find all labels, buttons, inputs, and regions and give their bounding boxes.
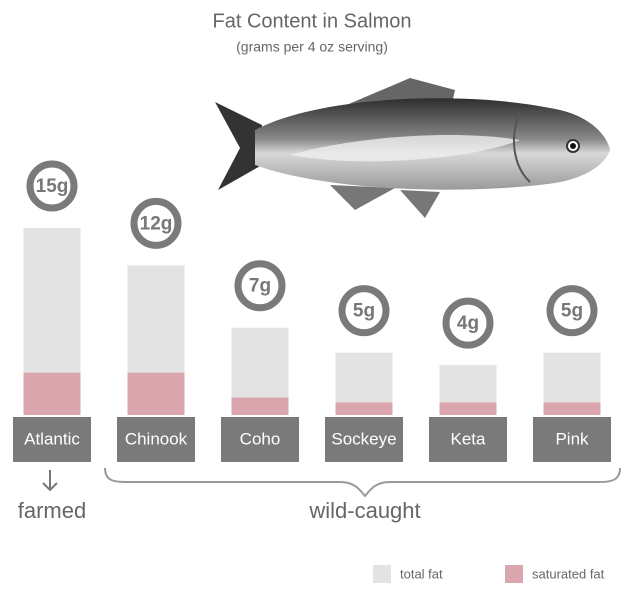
legend-label: saturated fat — [532, 566, 605, 581]
value-badge — [546, 285, 598, 337]
x-tick-label: Keta — [451, 429, 487, 448]
value-label: 7g — [249, 276, 271, 297]
category-box — [325, 417, 403, 462]
value-badge — [338, 285, 390, 337]
value-label: 15g — [36, 176, 69, 197]
legend-swatch — [373, 565, 391, 583]
x-tick-label: Chinook — [125, 429, 188, 448]
x-tick-label: Sockeye — [331, 429, 396, 448]
x-tick-label: Coho — [240, 429, 281, 448]
value-label: 5g — [561, 301, 583, 322]
x-tick-label: Atlantic — [24, 429, 80, 448]
legend-swatch — [505, 565, 523, 583]
category-box — [533, 417, 611, 462]
category-box — [117, 417, 195, 462]
value-badge — [130, 197, 182, 249]
bar — [231, 397, 289, 415]
group-label: farmed — [18, 498, 86, 523]
value-badge — [442, 297, 494, 349]
group-label: wild-caught — [308, 498, 420, 523]
chart-subtitle: (grams per 4 oz serving) — [236, 39, 388, 55]
value-label: 12g — [140, 213, 173, 234]
x-tick-label: Pink — [555, 429, 589, 448]
group-annotations: farmed wild-caught — [18, 467, 621, 523]
bar — [543, 402, 601, 415]
category-box — [221, 417, 299, 462]
value-label: 4g — [457, 313, 479, 334]
bar — [335, 402, 393, 415]
bar — [127, 372, 185, 415]
bar — [23, 372, 81, 415]
legend-label: total fat — [400, 566, 443, 581]
value-label: 5g — [353, 301, 375, 322]
value-badge — [234, 260, 286, 312]
value-badge — [26, 160, 78, 212]
category-box — [13, 417, 91, 462]
fish-illustration — [215, 78, 610, 218]
category-box — [429, 417, 507, 462]
bar — [439, 402, 497, 415]
chart-title: Fat Content in Salmon — [213, 10, 412, 32]
